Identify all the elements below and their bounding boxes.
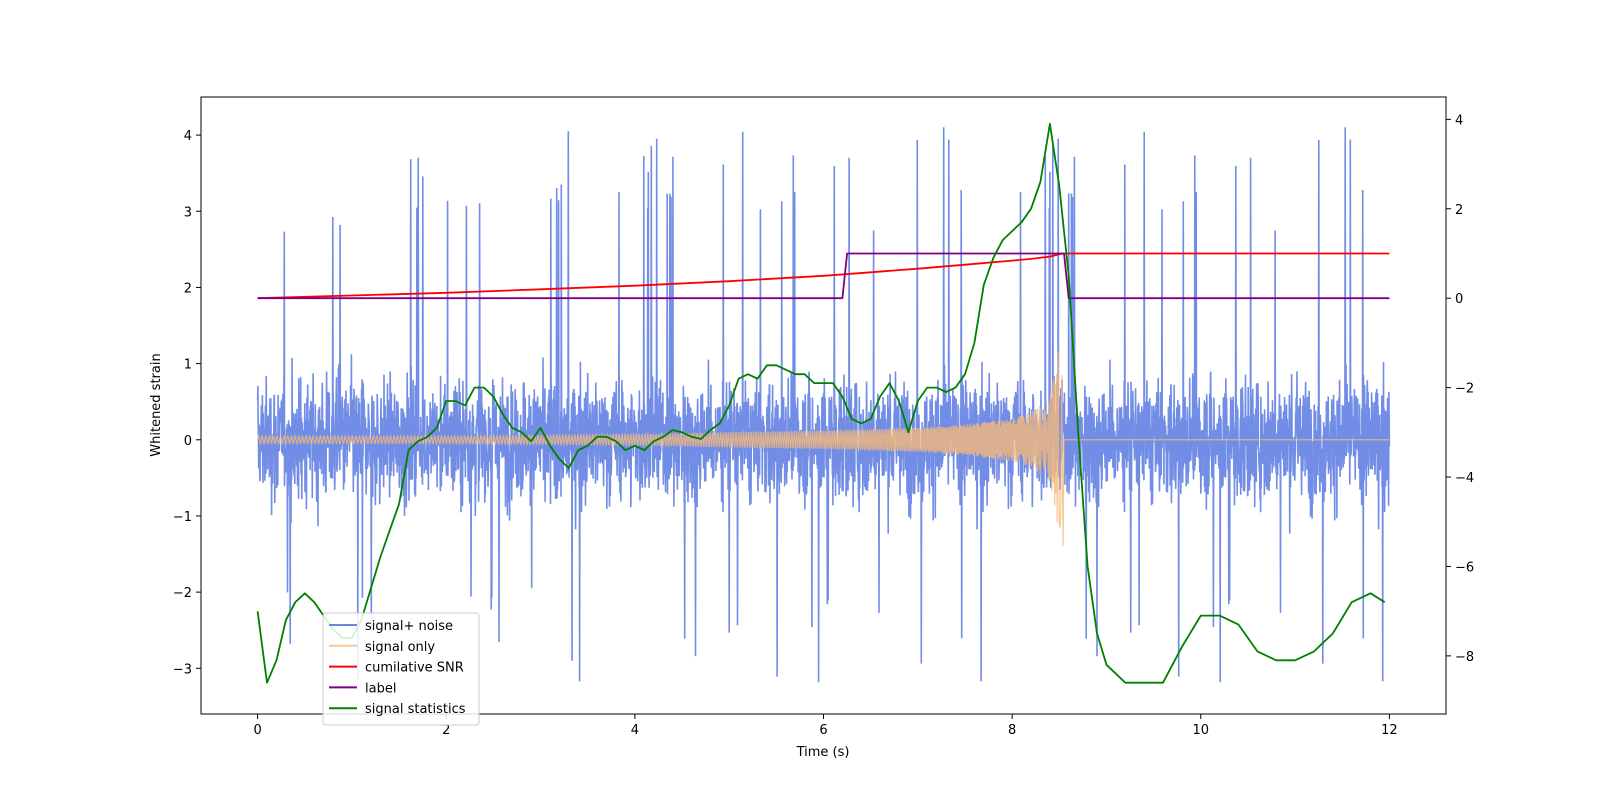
legend-label-signal-statistics: signal statistics <box>365 702 466 717</box>
y2-tick-label: 2 <box>1455 203 1463 218</box>
y2-tick-label: −6 <box>1455 560 1474 575</box>
y-tick-label: 1 <box>184 358 192 373</box>
y2-tick-label: 4 <box>1455 113 1463 128</box>
legend-label-signal-only: signal only <box>365 640 435 655</box>
series-layer <box>256 122 1391 684</box>
legend-label-cumilative-snr: cumilative SNR <box>365 661 464 676</box>
x-tick-label: 0 <box>253 723 261 738</box>
x-tick-label: 6 <box>819 723 827 738</box>
x-tick-label: 8 <box>1008 723 1016 738</box>
y-tick-label: −2 <box>173 586 192 601</box>
x-axis-title: Time (s) <box>796 745 850 760</box>
y-tick-label: −1 <box>173 510 192 525</box>
series-line-signal-statistics <box>256 122 1386 684</box>
y-tick-label: 2 <box>184 281 192 296</box>
y2-tick-label: −8 <box>1455 650 1474 665</box>
right-y-axis-ticks: −8 −6 −4 −2 0 2 4 <box>1446 113 1474 665</box>
x-tick-label: 10 <box>1192 723 1209 738</box>
series-line-cumulative-snr <box>257 252 1390 300</box>
legend-box <box>322 612 480 726</box>
x-axis-ticks: 0 2 4 6 8 10 12 <box>253 714 1398 738</box>
y2-tick-label: −4 <box>1455 471 1474 486</box>
y2-tick-label: 0 <box>1455 292 1463 307</box>
series-line-signal-only <box>256 351 1390 547</box>
x-tick-label: 4 <box>631 723 639 738</box>
y-tick-label: −3 <box>173 662 192 677</box>
y-axis-ticks: −3 −2 −1 0 1 2 3 4 <box>173 129 201 677</box>
legend: signal+ noise signal only cumilative SNR la… <box>322 612 480 726</box>
x-tick-label: 12 <box>1381 723 1398 738</box>
y-tick-label: 0 <box>184 434 192 449</box>
series-line-label <box>257 252 1390 300</box>
y-tick-label: 4 <box>184 129 192 144</box>
x-tick-label: 2 <box>442 723 450 738</box>
legend-label-signal-noise: signal+ noise <box>365 619 453 634</box>
y2-tick-label: −2 <box>1455 382 1474 397</box>
y-axis-title: Whitened strain <box>149 353 164 456</box>
series-line-signal-plus-noise <box>256 127 1391 683</box>
legend-label-label: label <box>365 681 396 696</box>
y-tick-label: 3 <box>184 205 192 220</box>
